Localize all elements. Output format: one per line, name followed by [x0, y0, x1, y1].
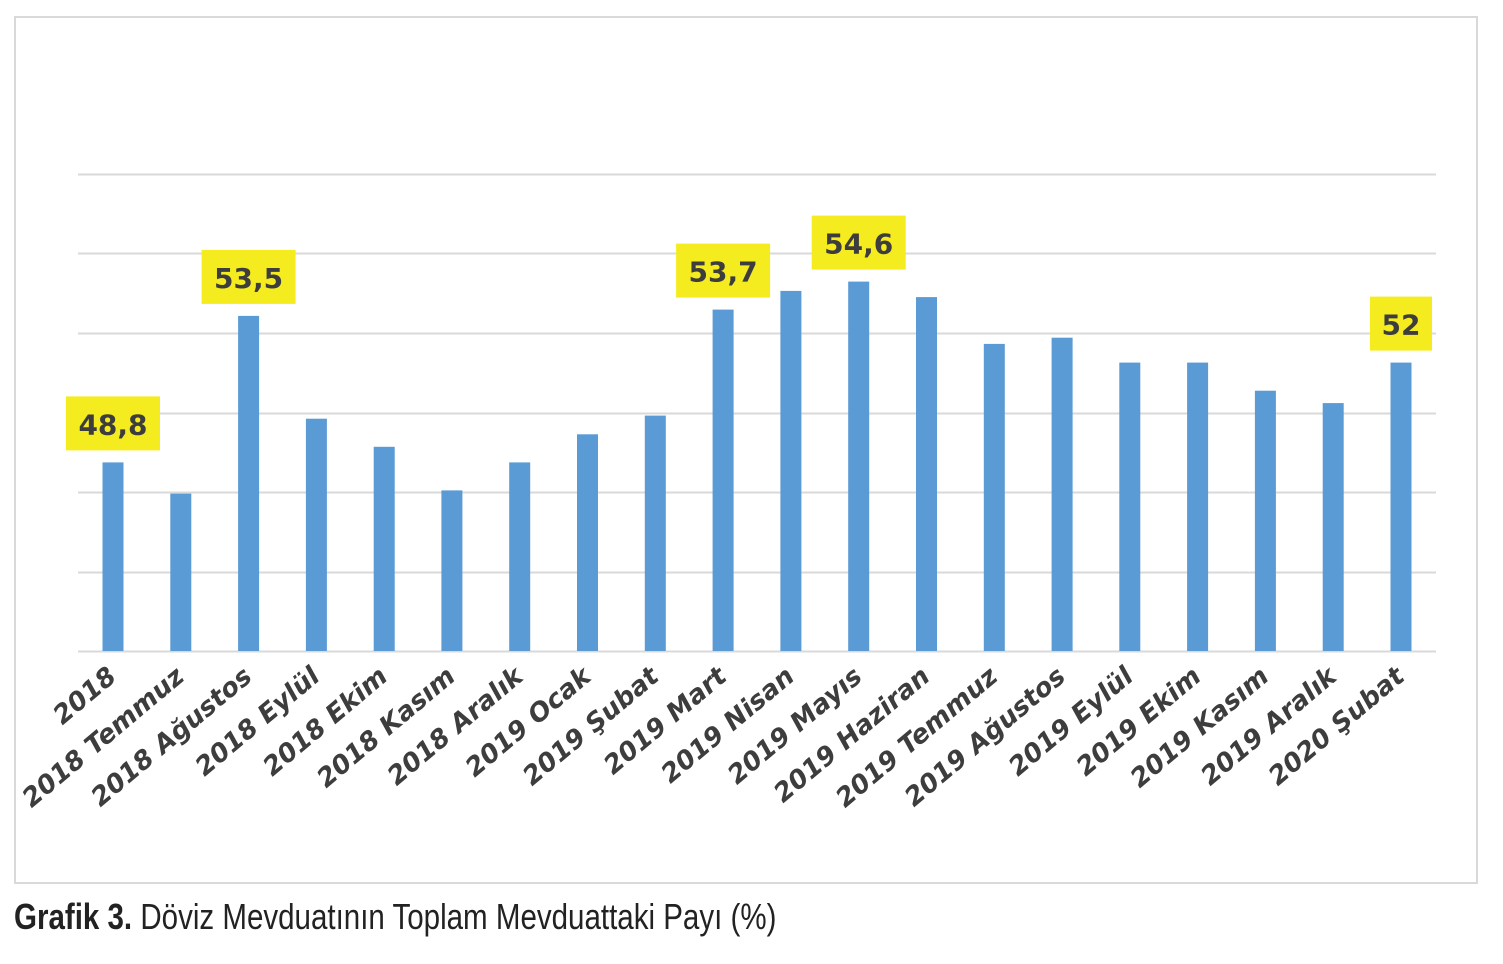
data-label-text-9: 53,7: [689, 256, 758, 289]
data-label-9: 53,7: [676, 243, 771, 298]
bar-12: [916, 297, 937, 651]
data-label-bg-11: [811, 215, 906, 270]
data-label-0: 48,8: [66, 396, 160, 451]
bar-7: [577, 434, 598, 651]
bar-6: [509, 462, 531, 651]
bar-18: [1322, 403, 1344, 651]
bar-13: [983, 343, 1005, 651]
bar-1: [170, 493, 192, 651]
caption-text: Döviz Mevduatının Toplam Mevduattaki Pay…: [132, 896, 777, 937]
bar-5: [441, 490, 463, 651]
data-label-bg-0: [66, 396, 160, 451]
bar-16: [1187, 362, 1209, 651]
data-label-bg-9: [676, 243, 771, 298]
bar-15: [1119, 362, 1141, 651]
bar-3: [305, 418, 327, 651]
data-label-11: 54,6: [811, 215, 906, 270]
bar-19: [1390, 362, 1412, 651]
bar-10: [780, 290, 802, 651]
data-labels: 48,8 53,5 53,7 54,6 52: [66, 215, 1432, 451]
bar-4: [373, 446, 395, 651]
bar-11: [848, 281, 870, 651]
bar-2: [238, 315, 260, 651]
caption-lead: Grafik 3.: [14, 896, 133, 937]
bar-14: [1051, 337, 1073, 651]
bar-9: [712, 309, 734, 651]
bars: [102, 281, 1412, 651]
bar-0: [102, 462, 124, 651]
data-label-bg-2: [201, 249, 296, 304]
data-label-text-11: 54,6: [824, 228, 893, 261]
data-label-bg-19: [1370, 296, 1432, 351]
figure-caption: Grafik 3. Döviz Mevduatının Toplam Mevdu…: [14, 896, 776, 938]
data-label-19: 52: [1370, 296, 1432, 351]
data-label-2: 53,5: [201, 249, 296, 304]
bar-8: [644, 415, 666, 651]
data-label-text-2: 53,5: [214, 262, 283, 295]
chart-frame: 48,8 53,5 53,7 54,6 52 2018 2018 Temmuz 2018 A…: [14, 16, 1478, 884]
data-label-text-19: 52: [1382, 309, 1421, 342]
data-label-text-0: 48,8: [78, 408, 147, 441]
bar-17: [1254, 390, 1276, 651]
